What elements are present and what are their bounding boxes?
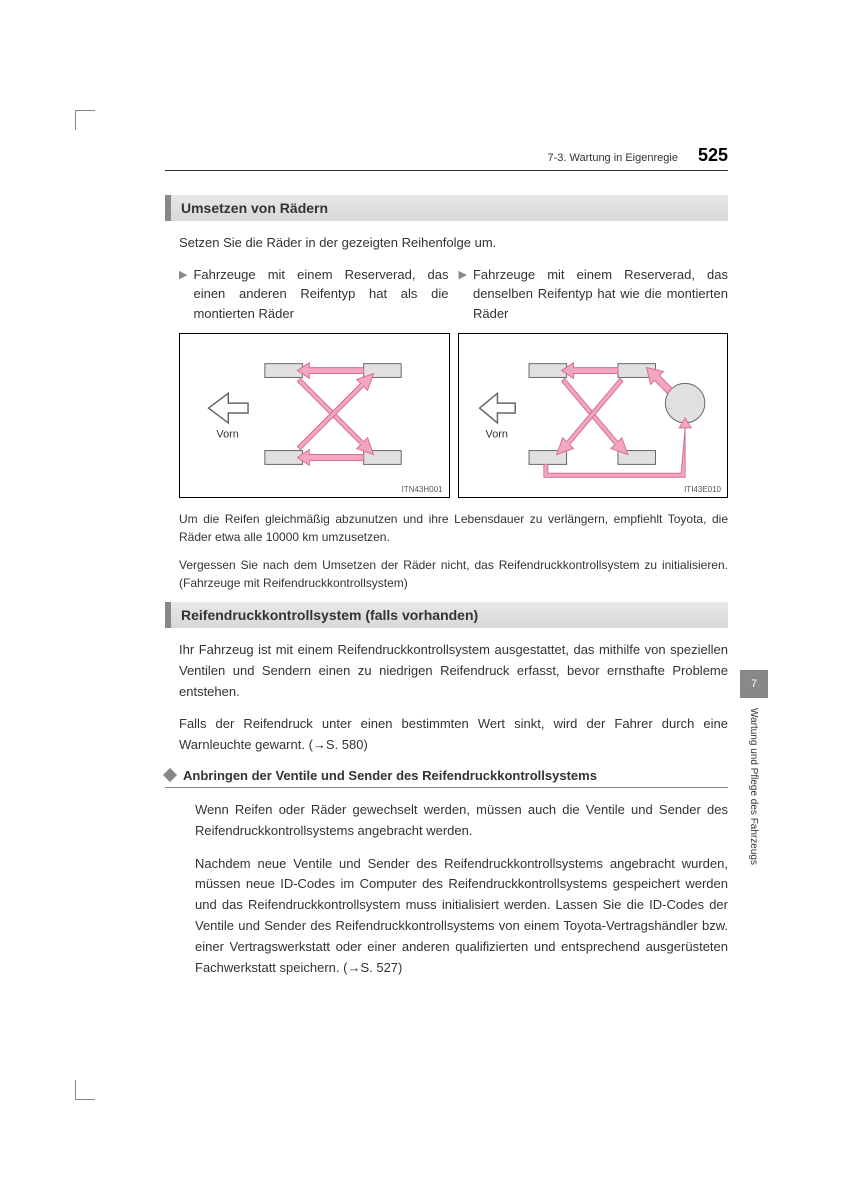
sub-para2: Nachdem neue Ventile und Sender des Reif… — [195, 854, 728, 979]
col-right-text: Fahrzeuge mit einem Reser­verad, das den… — [473, 265, 728, 324]
tire-rotation-diagram-2: Vorn — [459, 334, 728, 497]
subsection-header: Anbringen der Ventile und Sender des Rei… — [165, 768, 728, 788]
main-content: Umsetzen von Rädern Setzen Sie die Räder… — [165, 195, 728, 978]
diagram-right: Vorn ITI43E010 — [458, 333, 729, 498]
two-column-bullets: ▶ Fahrzeuge mit einem Reserverad, das ei… — [179, 265, 728, 324]
sub-para1: Wenn Reifen oder Räder gewechselt werden… — [195, 800, 728, 842]
header-divider — [165, 170, 728, 171]
diagram-code-left: ITN43H001 — [402, 485, 443, 494]
subsection-title: Anbringen der Ventile und Sender des Rei… — [183, 768, 597, 783]
diagram-code-right: ITI43E010 — [684, 485, 721, 494]
diamond-icon — [163, 768, 177, 782]
col-left: ▶ Fahrzeuge mit einem Reserverad, das ei… — [179, 265, 449, 324]
section1-intro: Setzen Sie die Räder in der gezeigten Re… — [179, 233, 728, 253]
page-header: 7-3. Wartung in Eigenregie 525 — [548, 145, 729, 166]
section2-para1: Ihr Fahrzeug ist mit einem Reifendruckko… — [179, 640, 728, 702]
vorn-label-2: Vorn — [485, 429, 507, 441]
section1-header: Umsetzen von Rädern — [165, 195, 728, 221]
side-tab: 7 Wartung und Pflege des Fahrzeugs — [740, 670, 768, 875]
diagram-left: Vorn ITN43H001 — [179, 333, 450, 498]
section2-para2: Falls der Reifendruck unter einen bestim… — [179, 714, 728, 756]
section1-note1: Um die Reifen gleichmäßig abzunutzen und… — [179, 510, 728, 546]
chapter-title-tab: Wartung und Pflege des Fahrzeugs — [740, 698, 767, 875]
page-container: 7-3. Wartung in Eigenregie 525 Umsetzen … — [0, 0, 848, 1050]
bullet-icon: ▶ — [179, 267, 187, 284]
header-section-label: 7-3. Wartung in Eigenregie — [548, 152, 678, 164]
vorn-label-1: Vorn — [216, 429, 238, 441]
col-right: ▶ Fahrzeuge mit einem Reser­verad, das d… — [459, 265, 729, 324]
chapter-number-tab: 7 — [740, 670, 768, 698]
bullet-icon: ▶ — [459, 267, 467, 284]
section1-note2: Vergessen Sie nach dem Umsetzen der Räde… — [179, 556, 728, 592]
col-left-text: Fahrzeuge mit einem Reserverad, das eine… — [193, 265, 448, 324]
diagram-row: Vorn ITN43H001 — [179, 333, 728, 498]
page-number: 525 — [698, 145, 728, 166]
tire-rotation-diagram-1: Vorn — [180, 334, 449, 497]
section2-header: Reifendruckkontrollsystem (falls vorhand… — [165, 602, 728, 628]
crop-mark-bl — [75, 1080, 95, 1100]
